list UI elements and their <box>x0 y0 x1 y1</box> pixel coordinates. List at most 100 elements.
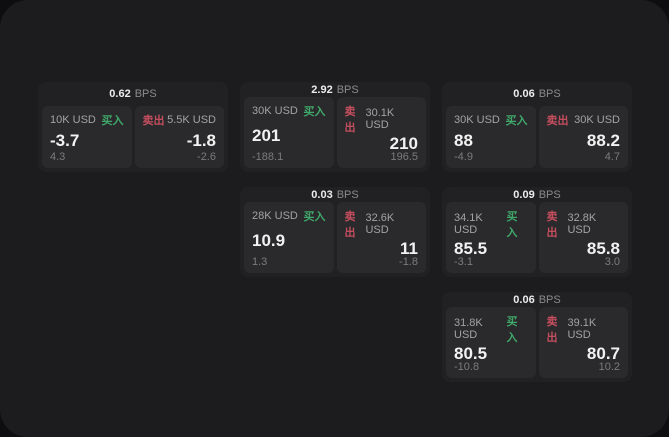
bps-unit-label: BPS <box>538 188 561 201</box>
buy-size-label: 10K USD <box>50 114 96 126</box>
buy-price-value: 10.9 <box>252 231 286 250</box>
quote-panels: 31.8K USD 买入 80.5 -10.8 卖出 39.1K USD 80.… <box>442 307 632 382</box>
sell-tag: 卖出 <box>344 211 356 239</box>
bps-header: 0.62 BPS <box>38 82 228 106</box>
sell-delta-value: 196.5 <box>390 151 418 163</box>
sell-size-label: 30K USD <box>574 114 620 126</box>
buy-panel[interactable]: 31.8K USD 买入 80.5 -10.8 <box>446 307 536 378</box>
sell-price-value: 88.2 <box>586 130 620 150</box>
sell-tag: 卖出 <box>142 115 165 127</box>
buy-tag: 买入 <box>101 115 124 127</box>
quote-card: 2.92 BPS 30K USD 买入 201 -188.1 卖出 30.1K … <box>240 82 430 172</box>
buy-panel[interactable]: 30K USD 买入 88 -4.9 <box>446 106 536 168</box>
buy-tag: 买入 <box>505 115 528 127</box>
sell-delta-value: -2.6 <box>197 151 216 163</box>
sell-label-row: 卖出 32.6K USD <box>345 208 419 240</box>
buy-size-label: 31.8K USD <box>454 317 483 341</box>
buy-panel[interactable]: 34.1K USD 买入 85.5 -3.1 <box>446 202 536 273</box>
buy-price-value: 85.5 <box>454 239 488 258</box>
bps-unit-label: BPS <box>538 293 561 306</box>
sell-price-value: -1.8 <box>186 130 216 150</box>
bps-value: 0.09 <box>513 188 535 201</box>
buy-label-row: 31.8K USD 买入 <box>454 313 528 345</box>
sell-size-label: 32.6K USD <box>365 212 395 236</box>
buy-price-value: 80.5 <box>454 344 488 363</box>
sell-label-row: 卖出 30K USD <box>547 112 621 128</box>
sell-price-value: 80.7 <box>586 344 620 363</box>
buy-tag: 买入 <box>506 316 518 344</box>
bps-value: 2.92 <box>311 83 333 96</box>
buy-price-value: -3.7 <box>50 130 80 150</box>
bps-value: 0.03 <box>311 188 333 201</box>
sell-panel[interactable]: 卖出 5.5K USD -1.8 -2.6 <box>134 106 224 168</box>
sell-size-label: 30.1K USD <box>365 107 395 131</box>
sell-tag: 卖出 <box>546 115 569 127</box>
bps-value: 0.62 <box>109 88 131 100</box>
buy-delta-value: -3.1 <box>454 256 473 268</box>
buy-delta-value: -10.8 <box>454 361 480 373</box>
sell-panel[interactable]: 卖出 39.1K USD 80.7 10.2 <box>538 307 628 378</box>
sell-label-row: 卖出 39.1K USD <box>547 313 621 345</box>
buy-label-row: 10K USD 买入 <box>50 112 124 128</box>
sell-tag: 卖出 <box>546 316 558 344</box>
bps-header: 0.09 BPS <box>442 187 632 202</box>
sell-label-row: 卖出 32.8K USD <box>547 208 621 240</box>
sell-panel[interactable]: 卖出 32.6K USD 11 -1.8 <box>336 202 426 273</box>
sell-delta-value: 4.7 <box>604 151 620 163</box>
quote-panels: 30K USD 买入 88 -4.9 卖出 30K USD 88.2 4.7 <box>442 106 632 172</box>
sell-label-row: 卖出 5.5K USD <box>143 112 217 128</box>
quote-card: 0.03 BPS 28K USD 买入 10.9 1.3 卖出 32.6K US… <box>240 187 430 277</box>
quote-card: 0.06 BPS 30K USD 买入 88 -4.9 卖出 30K USD 8… <box>442 82 632 172</box>
bps-unit-label: BPS <box>336 188 359 201</box>
buy-tag: 买入 <box>303 211 326 223</box>
quote-card: 0.06 BPS 31.8K USD 买入 80.5 -10.8 卖出 39.1… <box>442 292 632 382</box>
buy-size-label: 28K USD <box>252 210 298 222</box>
sell-size-label: 32.8K USD <box>567 212 597 236</box>
sell-size-label: 5.5K USD <box>167 114 216 126</box>
bps-header: 0.06 BPS <box>442 82 632 106</box>
sell-tag: 卖出 <box>546 211 558 239</box>
buy-delta-value: 1.3 <box>252 256 268 268</box>
bps-header: 2.92 BPS <box>240 82 430 97</box>
bps-unit-label: BPS <box>336 83 359 96</box>
bps-header: 0.03 BPS <box>240 187 430 202</box>
bps-unit-label: BPS <box>134 88 157 100</box>
sell-delta-value: -1.8 <box>399 256 418 268</box>
sell-tag: 卖出 <box>344 106 356 134</box>
buy-panel[interactable]: 10K USD 买入 -3.7 4.3 <box>42 106 132 168</box>
sell-label-row: 卖出 30.1K USD <box>345 103 419 135</box>
buy-size-label: 30K USD <box>454 114 500 126</box>
sell-delta-value: 10.2 <box>598 361 620 373</box>
buy-tag: 买入 <box>303 106 326 118</box>
sell-size-label: 39.1K USD <box>567 317 597 341</box>
bps-unit-label: BPS <box>538 88 561 100</box>
sell-price-value: 85.8 <box>586 239 620 258</box>
buy-label-row: 30K USD 买入 <box>252 103 326 119</box>
sell-panel[interactable]: 卖出 30K USD 88.2 4.7 <box>538 106 628 168</box>
quote-card-grid: 0.62 BPS 10K USD 买入 -3.7 4.3 卖出 5.5K USD… <box>38 82 632 382</box>
buy-panel[interactable]: 30K USD 买入 201 -188.1 <box>244 97 334 168</box>
buy-label-row: 28K USD 买入 <box>252 208 326 224</box>
bps-header: 0.06 BPS <box>442 292 632 307</box>
bps-value: 0.06 <box>513 88 535 100</box>
buy-size-label: 34.1K USD <box>454 212 483 236</box>
buy-panel[interactable]: 28K USD 买入 10.9 1.3 <box>244 202 334 273</box>
sell-panel[interactable]: 卖出 32.8K USD 85.8 3.0 <box>538 202 628 273</box>
buy-label-row: 34.1K USD 买入 <box>454 208 528 240</box>
quote-panels: 34.1K USD 买入 85.5 -3.1 卖出 32.8K USD 85.8… <box>442 202 632 277</box>
quote-card: 0.09 BPS 34.1K USD 买入 85.5 -3.1 卖出 32.8K… <box>442 187 632 277</box>
quote-card: 0.62 BPS 10K USD 买入 -3.7 4.3 卖出 5.5K USD… <box>38 82 228 172</box>
quote-panels: 30K USD 买入 201 -188.1 卖出 30.1K USD 210 1… <box>240 97 430 172</box>
buy-delta-value: -4.9 <box>454 151 473 163</box>
buy-delta-value: -188.1 <box>252 151 284 163</box>
quote-panels: 28K USD 买入 10.9 1.3 卖出 32.6K USD 11 -1.8 <box>240 202 430 277</box>
buy-price-value: 88 <box>454 130 473 150</box>
sell-delta-value: 3.0 <box>604 256 620 268</box>
buy-delta-value: 4.3 <box>50 151 66 163</box>
buy-price-value: 201 <box>252 126 281 145</box>
buy-label-row: 30K USD 买入 <box>454 112 528 128</box>
buy-size-label: 30K USD <box>252 105 298 117</box>
sell-panel[interactable]: 卖出 30.1K USD 210 196.5 <box>336 97 426 168</box>
sell-price-value: 11 <box>400 239 418 258</box>
